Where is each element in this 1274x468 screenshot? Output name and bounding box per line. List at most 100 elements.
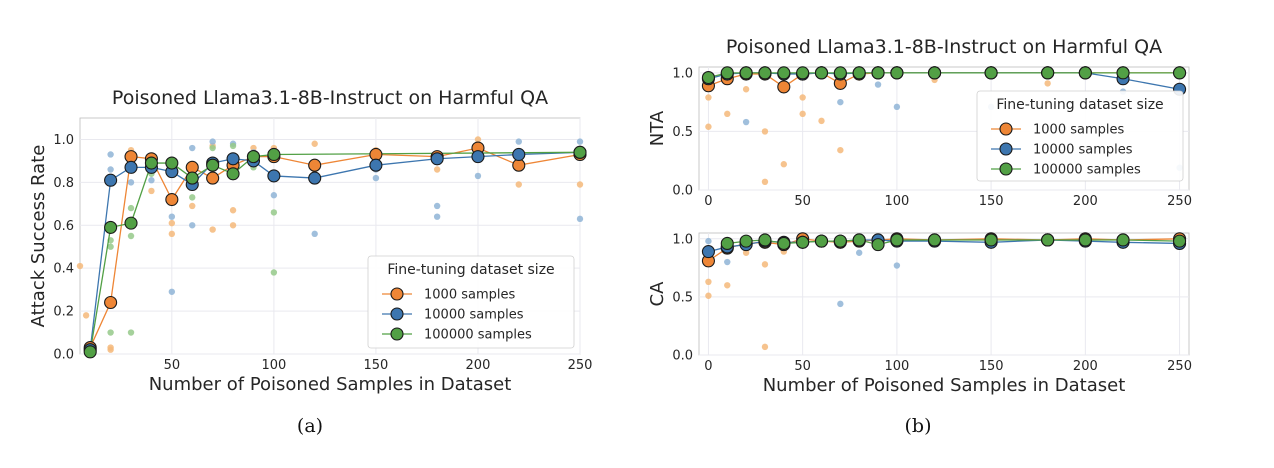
scatter-point — [168, 213, 176, 220]
series-marker — [852, 233, 866, 247]
y-axis-label: CA — [647, 281, 668, 307]
scatter-point — [799, 110, 806, 118]
scatter-point — [742, 249, 750, 256]
y-tick-label: 0.5 — [672, 125, 693, 140]
scatter-point — [107, 346, 114, 353]
series-marker — [1116, 233, 1130, 247]
series-marker — [928, 233, 942, 247]
scatter-point — [855, 249, 863, 256]
series-marker — [206, 158, 220, 172]
series-marker — [928, 66, 942, 80]
legend-entry: 10000 samples — [424, 308, 524, 323]
legend-swatch-marker — [999, 162, 1013, 176]
scatter-point — [705, 237, 712, 245]
series-marker — [890, 66, 904, 80]
scatter-point — [761, 343, 769, 351]
series-marker — [471, 150, 485, 164]
scatter-point — [742, 86, 750, 93]
series-marker — [144, 156, 158, 170]
scatter-point — [780, 161, 788, 168]
scatter-point — [515, 138, 522, 145]
panel-b-nta: 0 50 100 150 200 250 0.0 0.5 1.0 Poisoned Llama3.… — [647, 36, 1192, 209]
scatter-point — [761, 128, 769, 135]
x-tick-label: 150 — [979, 359, 1004, 374]
scatter-point — [127, 204, 135, 212]
y-axis-label: Attack Success Rate — [28, 145, 49, 328]
x-tick-label: 200 — [1073, 194, 1098, 209]
legend-swatch-marker — [999, 122, 1013, 136]
series-marker — [758, 233, 772, 247]
legend-entry: 1000 samples — [1033, 123, 1124, 138]
series-marker — [226, 152, 240, 166]
series-marker — [185, 171, 199, 185]
caption-b: (b) — [905, 415, 932, 437]
scatter-point — [229, 142, 237, 150]
scatter-point — [837, 98, 844, 106]
series-marker — [1173, 66, 1187, 80]
scatter-point — [127, 232, 135, 240]
x-axis-label: Number of Poisoned Samples in Dataset — [149, 374, 512, 395]
y-tick-label: 0.2 — [53, 305, 74, 320]
series-marker — [758, 66, 772, 80]
x-tick-label: 50 — [794, 359, 811, 374]
x-tick-label: 250 — [1167, 194, 1192, 209]
series-marker — [777, 80, 791, 94]
legend-entry: 1000 samples — [424, 288, 515, 303]
scatter-point — [107, 329, 114, 336]
series-marker — [512, 147, 526, 162]
legend-swatch-marker — [999, 142, 1013, 156]
scatter-point — [705, 278, 712, 285]
x-axis-label: Number of Poisoned Samples in Dataset — [763, 375, 1126, 396]
scatter-point — [724, 110, 731, 118]
y-tick-label: 0.5 — [672, 290, 693, 305]
y-tick-label: 1.0 — [672, 66, 693, 81]
chart-title: Poisoned Llama3.1-8B-Instruct on Harmful… — [112, 87, 548, 109]
series-marker — [984, 66, 998, 80]
scatter-point — [372, 174, 380, 182]
caption-a: (a) — [297, 415, 323, 437]
x-tick-label: 150 — [979, 194, 1004, 209]
scatter-point — [189, 144, 196, 152]
series-marker — [1116, 66, 1130, 80]
scatter-point — [1044, 80, 1051, 87]
series-marker — [165, 192, 179, 207]
series-marker — [777, 236, 791, 251]
panel-b-ca: 0 50 100 150 200 250 0.0 0.5 1.0 Number of Poison… — [647, 232, 1192, 396]
scatter-point — [189, 202, 196, 210]
x-tick-label: 0 — [704, 194, 712, 209]
scatter-point — [189, 194, 196, 201]
legend: Fine-tuning dataset size 1000 samples 1000… — [976, 90, 1184, 182]
scatter-point — [705, 94, 712, 101]
scatter-point — [576, 181, 584, 188]
scatter-point — [433, 202, 441, 210]
scatter-point — [515, 181, 522, 188]
series-marker — [124, 160, 138, 174]
legend-entry: 10000 samples — [1033, 143, 1133, 158]
series-marker — [308, 171, 322, 185]
series-marker — [104, 220, 118, 234]
scatter-point — [148, 177, 155, 184]
scatter-point — [76, 262, 84, 270]
series-marker — [1041, 233, 1055, 247]
x-tick-label: 100 — [884, 359, 909, 374]
scatter-point — [168, 230, 176, 238]
chart-title: Poisoned Llama3.1-8B-Instruct on Harmful… — [726, 36, 1162, 58]
series-marker — [165, 156, 179, 170]
scatter-point — [705, 292, 712, 299]
plot-area — [698, 232, 1190, 356]
series-marker — [796, 235, 810, 249]
series-marker — [1041, 66, 1055, 80]
scatter-point — [761, 261, 769, 268]
series-marker — [814, 66, 829, 80]
scatter-point — [311, 230, 318, 238]
scatter-point — [474, 136, 482, 143]
series-marker — [833, 66, 847, 80]
series-marker — [308, 158, 322, 172]
legend-entry: 100000 samples — [1033, 163, 1141, 178]
scatter-point — [127, 179, 135, 186]
y-tick-label: 1.0 — [53, 133, 74, 148]
scatter-point — [724, 258, 731, 266]
series-marker — [720, 236, 734, 251]
legend: Fine-tuning dataset size 1000 samples 1000… — [367, 255, 575, 349]
